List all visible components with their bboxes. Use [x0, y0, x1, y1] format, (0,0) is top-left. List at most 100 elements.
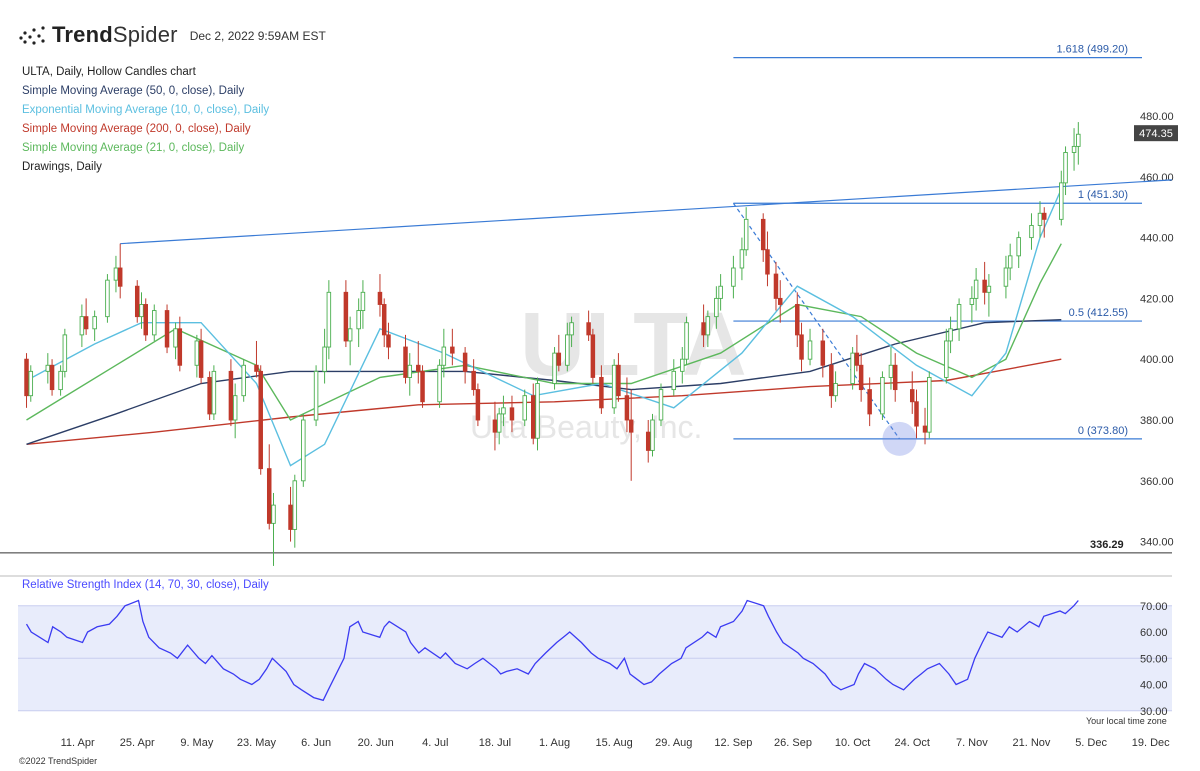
candle-body — [718, 285, 723, 299]
candle-body — [743, 218, 749, 251]
indicator-legend: ULTA, Daily, Hollow Candles chart Simple … — [22, 63, 269, 177]
legend-item[interactable]: ULTA, Daily, Hollow Candles chart — [22, 66, 196, 78]
candle-body — [313, 370, 319, 421]
candle-body — [1063, 152, 1068, 184]
rsi-line — [25, 599, 1079, 702]
x-tick-label: 7. Nov — [956, 737, 988, 749]
candle-body — [288, 504, 293, 530]
trendspider-logo-icon — [19, 26, 45, 45]
candle-body — [24, 358, 29, 397]
candle-body — [867, 389, 872, 415]
candle-body — [1071, 145, 1077, 153]
legend-item[interactable]: Simple Moving Average (21, 0, close), Da… — [22, 142, 245, 154]
candle-body — [173, 328, 178, 348]
candle-body — [79, 316, 85, 336]
fib-level-label: 0 (373.80) — [1078, 425, 1128, 437]
candle-body — [795, 304, 800, 336]
trendline — [120, 179, 1173, 245]
candle-body — [509, 407, 515, 421]
brand-name: TrendSpider — [52, 22, 178, 47]
candle-body — [760, 218, 766, 251]
candle-body — [1076, 133, 1081, 147]
candle-body — [922, 425, 928, 433]
candle-body — [462, 352, 468, 372]
candle-body — [1029, 224, 1034, 239]
candle-body — [343, 291, 349, 342]
candle-body — [62, 334, 68, 372]
candle-body — [211, 370, 217, 415]
candle-body — [799, 334, 804, 360]
candle-body — [450, 346, 455, 354]
candle-body — [599, 376, 604, 409]
candle-body — [475, 389, 481, 421]
y-tick-label: 360.00 — [1140, 476, 1174, 488]
candle-body — [569, 322, 574, 336]
candle-body — [535, 383, 540, 439]
x-tick-label: 6. Jun — [301, 737, 331, 749]
candle-body — [266, 468, 272, 524]
x-tick-label: 9. May — [180, 737, 214, 749]
candle-body — [556, 352, 562, 366]
candle-body — [437, 364, 442, 403]
candle-body — [360, 291, 366, 312]
candle-body — [986, 285, 992, 293]
candle-body — [254, 364, 259, 372]
candle-body — [92, 316, 97, 330]
candle-body — [198, 340, 204, 378]
candle-body — [765, 249, 770, 275]
legend-item[interactable]: Exponential Moving Average (10, 0, close… — [22, 104, 270, 116]
candle-body — [471, 370, 476, 391]
candle-body — [777, 297, 783, 305]
x-tick-label: 21. Nov — [1013, 737, 1051, 749]
local-time-zone-label: Your local time zone — [1086, 716, 1167, 726]
candle-body — [232, 395, 238, 421]
legend-item[interactable]: Simple Moving Average (200, 0, close), D… — [22, 123, 251, 135]
candle-body — [416, 364, 421, 372]
rsi-label: Relative Strength Index (14, 70, 30, clo… — [22, 579, 269, 591]
x-tick-label: 19. Dec — [1132, 737, 1170, 749]
candle-body — [820, 340, 826, 366]
x-tick-label: 5. Dec — [1075, 737, 1107, 749]
y-tick-label: 400.00 — [1140, 354, 1174, 366]
candle-body — [139, 304, 144, 318]
candle-body — [880, 376, 885, 415]
y-tick-label: 480.00 — [1140, 111, 1174, 123]
candle-body — [326, 291, 332, 348]
candle-body — [83, 316, 89, 330]
x-tick-label: 24. Oct — [895, 737, 930, 749]
candle-body — [241, 364, 246, 397]
watermark-company: Ulta Beauty, Inc. — [470, 409, 702, 445]
candle-body — [45, 364, 51, 372]
candle-body — [1059, 182, 1064, 220]
candle-body — [705, 316, 711, 336]
candle-body — [909, 389, 915, 403]
watermark-ticker: ULTA — [520, 295, 747, 395]
candle-body — [833, 383, 838, 397]
candle-body — [152, 310, 157, 336]
rsi-tick-label: 40.00 — [1140, 680, 1168, 692]
candle-body — [496, 413, 502, 433]
candle-body — [645, 431, 651, 451]
candle-body — [105, 279, 110, 318]
legend-item[interactable]: Simple Moving Average (50, 0, close), Da… — [22, 85, 245, 97]
candle-body — [492, 419, 498, 433]
candle-body — [292, 480, 298, 530]
candle-body — [407, 364, 413, 378]
rsi-tick-label: 70.00 — [1140, 601, 1168, 613]
x-tick-label: 20. Jun — [358, 737, 394, 749]
candle-body — [969, 297, 975, 305]
candle-body — [944, 340, 949, 378]
ema10-line — [26, 188, 1062, 467]
last-price-label: 474.35 — [1139, 128, 1173, 140]
candle-body — [701, 322, 706, 336]
candle-body — [177, 328, 183, 366]
chart-timestamp: Dec 2, 2022 9:59AM EST — [189, 29, 326, 43]
candle-body — [441, 346, 447, 366]
candle-body — [684, 322, 689, 360]
candle-body — [1042, 212, 1047, 220]
legend-item[interactable]: Drawings, Daily — [22, 161, 102, 173]
candle-body — [927, 376, 932, 433]
candle-body — [914, 401, 919, 427]
x-tick-label: 23. May — [237, 737, 277, 749]
